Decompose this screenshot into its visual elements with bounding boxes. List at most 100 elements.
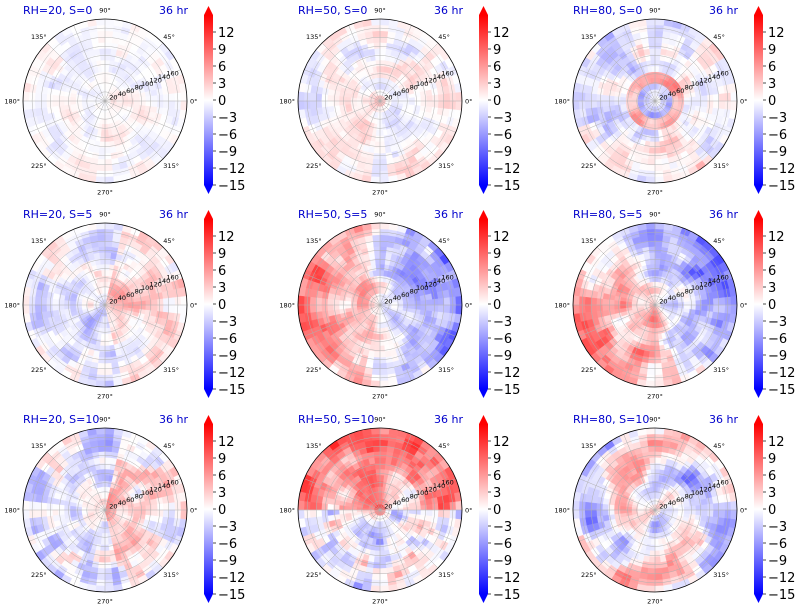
radial-tick-label: 40 [393,294,401,302]
heatmap-cell [168,296,176,306]
heatmap-cell [373,252,381,259]
heatmap-cell [379,71,384,78]
angular-grid-line [104,42,164,102]
heatmap-cell [379,141,386,149]
colorbar-tick-label: 0 [768,94,776,109]
heatmap-cell [69,300,77,306]
angle-tick-label: 135° [31,33,47,41]
heatmap-cell [145,95,153,102]
angular-grid-line [104,100,164,160]
heatmap-cell [373,147,381,154]
heatmap-cell [730,91,738,102]
colorbar-tick-label: 9 [218,43,226,58]
heatmap-cell [432,94,439,102]
heatmap-cell [95,380,106,388]
heatmap-cell [145,304,153,311]
heatmap-cell [379,42,387,49]
heatmap-cell [52,94,59,102]
colorbar-tick-label: 9 [218,247,226,262]
heatmap-cell [426,304,433,312]
heatmap-cell [144,309,152,316]
heatmap-cell [100,339,106,347]
angle-tick-label: 90° [374,211,386,219]
heatmap-cell [654,65,660,73]
angle-tick-label: 270° [97,393,113,401]
heatmap-cell [46,94,53,102]
heatmap-cell [707,94,714,102]
heatmap-cell [57,100,65,107]
heatmap-cell [309,92,317,102]
heatmap-cell [104,141,111,149]
heatmap-cell [608,294,616,301]
heatmap-cell [701,100,708,108]
heatmap-cell [654,234,664,242]
angle-tick-label: 180° [4,98,20,106]
heatmap-cell [96,368,106,376]
radial-tick-label: 160 [166,274,178,282]
heatmap-cell [584,304,592,314]
heatmap-cell [718,296,726,306]
heatmap-cell [455,304,463,315]
heatmap-cell [338,96,346,102]
heatmap-cell [654,164,664,172]
heatmap-cell [96,234,106,242]
heatmap-cell [619,300,627,306]
heatmap-cell [104,345,111,353]
heatmap-cell [94,140,101,148]
angle-tick-label: 0° [190,302,197,310]
angle-tick-label: 45° [713,33,725,41]
angular-grid-line [104,100,181,133]
heatmap-cell [654,263,660,271]
radial-tick-label: 60 [401,87,409,95]
colorbar-tick-label: −3 [218,315,237,330]
radial-tick-label: 160 [716,70,728,78]
heatmap-cell [22,304,30,315]
colorbar-tick-label: −12 [768,162,795,177]
colorbar-extend-high [754,6,763,15]
heatmap-cell [384,54,391,62]
heatmap-cell [654,147,662,154]
heatmap-cell [98,48,106,55]
heatmap-cell [379,48,387,55]
colorbar-tick-label: 3 [493,281,501,296]
heatmap-cell [34,92,42,102]
heatmap-cell [678,304,685,309]
colorbar-tick-label: −9 [493,145,512,160]
heatmap-cell [432,100,439,108]
angular-grid-line [73,100,106,177]
heatmap-cell [419,105,427,112]
colorbar-tick-label: −6 [493,332,512,347]
heatmap-cell [379,351,387,358]
heatmap-cell [701,304,708,312]
panel-time: 36 hr [434,208,463,221]
heatmap-cell [133,304,141,310]
heatmap-cell [648,351,656,358]
heatmap-cell [22,91,30,102]
angle-tick-label: 225° [306,366,322,374]
radial-tick-label: 140 [158,73,170,81]
heatmap-cell [414,100,422,106]
angle-tick-label: 90° [374,7,386,15]
heatmap-cell [596,94,603,102]
heatmap-cell [432,298,439,306]
heatmap-cell [46,100,53,108]
panel: 20 40 60 8010012014016090°45°0°315°270°225°… [4,208,245,401]
radial-tick-label: 20 [384,298,392,306]
heatmap-cell [718,100,726,110]
heatmap-cell [607,304,615,311]
angle-tick-label: 315° [438,162,454,170]
heatmap-cell [443,304,451,314]
heatmap-cell [344,300,352,306]
heatmap-cell [644,140,651,148]
heatmap-cell [100,333,106,341]
heatmap-cell [379,357,387,364]
heatmap-cell [104,368,114,376]
heatmap-cell [100,129,106,137]
colorbar-tick-label: 0 [218,298,226,313]
angle-tick-label: 0° [465,302,472,310]
heatmap-cell [654,351,662,358]
heatmap-cell [151,298,158,306]
radial-tick-label: 40 [393,90,401,98]
panel-time: 36 hr [159,208,188,221]
